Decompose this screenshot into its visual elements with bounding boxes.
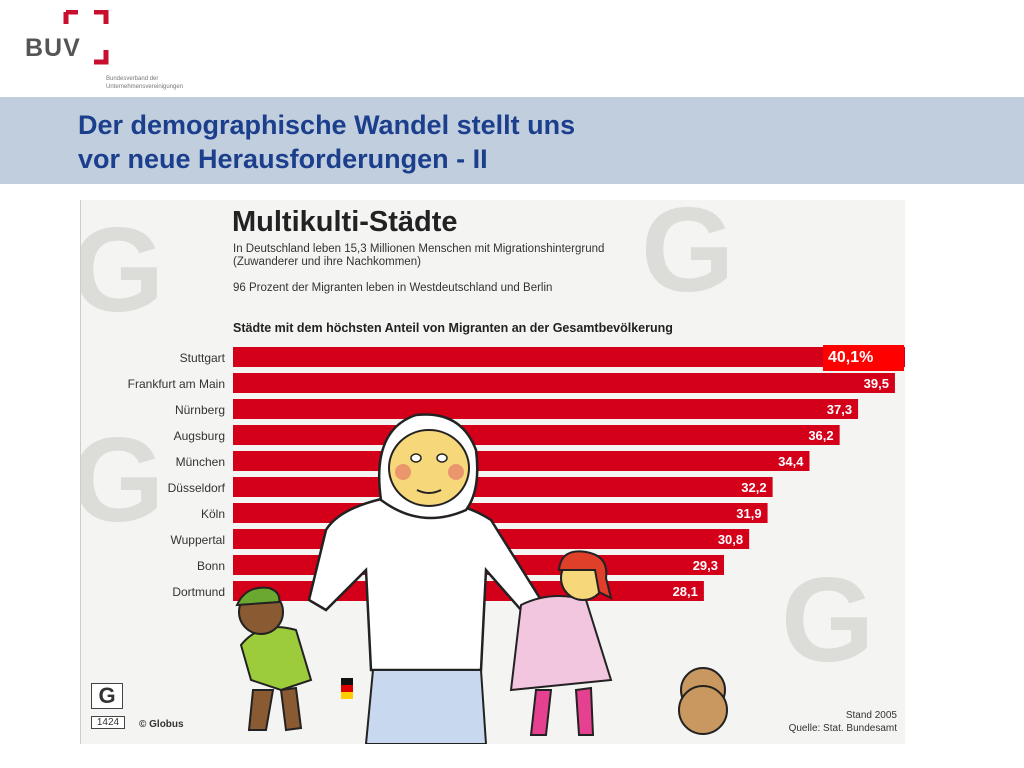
value-label: 39,5	[864, 376, 889, 391]
value-label: 37,3	[827, 402, 852, 417]
logo-text: BUV	[25, 34, 81, 62]
watermark-g-icon: G	[781, 553, 875, 687]
graphic-number: 1424	[91, 716, 125, 729]
category-label: Frankfurt am Main	[128, 377, 225, 391]
watermark-g-icon: G	[641, 200, 735, 317]
buv-logo: BUV Bundesverband der Unternehmensverein…	[22, 10, 202, 96]
slide-title: Der demographische Wandel stellt uns vor…	[78, 108, 575, 176]
chart-subtitle-line2: (Zuwanderer und ihre Nachkommen)	[233, 256, 421, 268]
value-label: 32,2	[741, 480, 766, 495]
bar-4	[233, 451, 810, 471]
value-label: 34,4	[778, 454, 804, 469]
title-band	[0, 97, 1024, 184]
bar-5	[233, 477, 773, 497]
logo-bracket-mark	[63, 10, 109, 65]
family-illustration	[235, 413, 728, 744]
boy-cap	[235, 586, 281, 607]
category-label: Nürnberg	[175, 403, 225, 417]
chart-subtitle-line1: In Deutschland leben 15,3 Millionen Mens…	[233, 243, 605, 255]
value-label: 30,8	[718, 532, 743, 547]
highlight-value-label: 40,1%	[823, 345, 904, 371]
woman-skirt	[364, 669, 488, 744]
category-label: Dortmund	[172, 585, 225, 599]
boy-body	[239, 626, 313, 692]
category-label: Stuttgart	[180, 351, 226, 365]
chart-note: 96 Prozent der Migranten leben in Westde…	[233, 282, 553, 294]
value-label: 28,1	[673, 584, 698, 599]
value-label: 29,3	[693, 558, 718, 573]
chart-heading: Städte mit dem höchsten Anteil von Migra…	[233, 321, 673, 335]
watermark-g-icon: G	[80, 413, 165, 547]
category-label: Augsburg	[174, 429, 225, 443]
chart-title: Multikulti-Städte	[232, 206, 458, 238]
source: Quelle: Stat. Bundesamt	[788, 723, 897, 734]
logo-subtitle-line2: Unternehmensvereinigungen	[106, 84, 184, 90]
category-label: München	[176, 455, 225, 469]
category-label: Köln	[201, 507, 225, 521]
category-label: Bonn	[197, 559, 225, 573]
stand-date: Stand 2005	[845, 710, 897, 721]
woman-face	[388, 429, 470, 507]
value-label: 36,2	[808, 428, 833, 443]
globus-logo-icon: G	[91, 683, 123, 709]
chart-subtitle: In Deutschland leben 15,3 Millionen Mens…	[233, 243, 773, 269]
logo-subtitle: Bundesverband der Unternehmensvereinigun…	[106, 75, 216, 91]
girl-dress	[509, 595, 613, 692]
credit: © Globus	[139, 719, 184, 730]
logo-subtitle-line1: Bundesverband der	[106, 76, 159, 82]
bar-2	[233, 399, 859, 419]
bar-3	[233, 425, 840, 445]
slide-title-line1: Der demographische Wandel stellt uns	[78, 110, 576, 140]
watermark-g-icon: G	[80, 203, 165, 337]
slide-title-line2: vor neue Herausforderungen - II	[78, 144, 488, 174]
bar-1	[233, 373, 895, 393]
woman-body	[307, 493, 543, 672]
category-label: Wuppertal	[171, 533, 225, 547]
infographic: G G G G Multikulti-Städte In Deutschland…	[80, 200, 905, 744]
bar-0	[233, 347, 905, 367]
category-label: Düsseldorf	[168, 481, 226, 495]
value-label: 31,9	[736, 506, 761, 521]
